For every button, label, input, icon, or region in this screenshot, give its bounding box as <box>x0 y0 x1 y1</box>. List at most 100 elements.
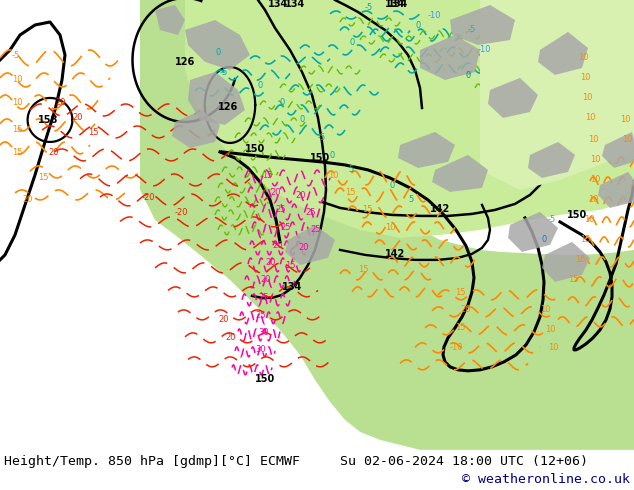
Text: 5: 5 <box>348 165 353 174</box>
Text: 150: 150 <box>310 153 330 163</box>
Text: 10: 10 <box>12 98 22 107</box>
Text: 15: 15 <box>358 265 368 274</box>
Text: 20: 20 <box>55 98 65 107</box>
Text: 150: 150 <box>567 210 587 220</box>
Text: 30: 30 <box>255 345 266 354</box>
Text: 15: 15 <box>12 148 22 157</box>
Text: 15: 15 <box>580 235 590 244</box>
Text: 15: 15 <box>262 171 273 180</box>
Text: 0: 0 <box>215 48 220 57</box>
Text: -5: -5 <box>220 68 228 77</box>
Text: 134: 134 <box>388 0 408 9</box>
Text: 20: 20 <box>72 113 82 122</box>
Polygon shape <box>450 5 515 45</box>
Text: 134: 134 <box>282 282 302 292</box>
Text: 20: 20 <box>48 148 58 157</box>
Text: 20: 20 <box>295 191 306 200</box>
Text: -5: -5 <box>468 25 476 34</box>
Text: 25: 25 <box>310 225 321 234</box>
Polygon shape <box>188 72 245 125</box>
Text: 20: 20 <box>460 305 470 314</box>
Polygon shape <box>528 142 575 178</box>
Polygon shape <box>185 20 250 70</box>
Text: 10: 10 <box>590 155 600 164</box>
Polygon shape <box>432 155 488 192</box>
Text: 15: 15 <box>285 261 295 270</box>
Text: 0: 0 <box>350 38 355 47</box>
Polygon shape <box>172 110 220 148</box>
Text: 15: 15 <box>455 323 465 332</box>
Text: 126: 126 <box>175 57 195 67</box>
Text: 0: 0 <box>300 115 305 124</box>
Text: 142: 142 <box>430 204 450 214</box>
Text: -5: -5 <box>365 3 373 12</box>
Text: -10: -10 <box>450 343 463 352</box>
Text: 25: 25 <box>305 208 316 217</box>
Text: 0: 0 <box>330 151 335 160</box>
Text: Su 02-06-2024 18:00 UTC (12+06): Su 02-06-2024 18:00 UTC (12+06) <box>340 455 588 468</box>
Text: 150: 150 <box>245 144 265 154</box>
Text: 134: 134 <box>285 0 305 9</box>
Text: -10: -10 <box>428 11 441 20</box>
Text: 134: 134 <box>268 0 288 9</box>
Text: -20: -20 <box>175 208 188 217</box>
Text: 134: 134 <box>385 0 405 9</box>
Text: 10: 10 <box>588 195 598 204</box>
Text: 10: 10 <box>12 75 22 84</box>
Text: Height/Temp. 850 hPa [gdmp][°C] ECMWF: Height/Temp. 850 hPa [gdmp][°C] ECMWF <box>4 455 300 468</box>
Text: 25: 25 <box>258 293 269 302</box>
Text: 25: 25 <box>255 311 266 320</box>
Text: 10: 10 <box>620 115 630 124</box>
Text: 10: 10 <box>622 135 633 144</box>
Text: 30: 30 <box>258 328 269 337</box>
Text: 10: 10 <box>588 135 598 144</box>
Text: 0: 0 <box>280 98 285 107</box>
Text: 10: 10 <box>328 171 339 180</box>
Polygon shape <box>488 78 538 118</box>
Polygon shape <box>508 212 558 252</box>
Text: 150: 150 <box>255 374 275 384</box>
Text: 25: 25 <box>275 205 285 214</box>
Text: 15: 15 <box>455 288 465 297</box>
Polygon shape <box>398 132 455 168</box>
Text: 15: 15 <box>568 275 578 284</box>
Polygon shape <box>598 172 634 208</box>
Text: 15: 15 <box>12 125 22 134</box>
Text: 126: 126 <box>218 102 238 112</box>
Text: 10: 10 <box>584 215 595 224</box>
Polygon shape <box>155 5 185 35</box>
Text: © weatheronline.co.uk: © weatheronline.co.uk <box>462 473 630 487</box>
Text: -20: -20 <box>142 193 155 202</box>
Text: 10: 10 <box>578 53 588 62</box>
Text: 10: 10 <box>580 73 590 82</box>
Text: 20: 20 <box>298 243 309 252</box>
Text: 15: 15 <box>345 188 356 197</box>
Text: 10: 10 <box>540 305 550 314</box>
Text: 25: 25 <box>280 223 290 232</box>
Polygon shape <box>602 132 634 168</box>
Text: 15: 15 <box>575 255 586 264</box>
Polygon shape <box>420 35 480 80</box>
Text: 0: 0 <box>542 235 547 244</box>
Text: 0: 0 <box>415 21 420 30</box>
Text: 10: 10 <box>590 175 600 184</box>
Text: -5: -5 <box>318 133 327 142</box>
Text: 10: 10 <box>545 325 555 334</box>
Text: -10: -10 <box>478 45 491 54</box>
Text: 0: 0 <box>390 181 395 190</box>
Text: 15: 15 <box>88 128 98 137</box>
Text: 20: 20 <box>270 188 280 197</box>
Text: 10: 10 <box>385 223 396 232</box>
Text: -5: -5 <box>12 51 20 60</box>
Text: 20: 20 <box>218 315 228 324</box>
Text: 158: 158 <box>38 115 58 125</box>
Text: 0: 0 <box>465 71 470 80</box>
Text: 20: 20 <box>260 275 271 284</box>
Text: 142: 142 <box>385 249 405 259</box>
Polygon shape <box>185 0 634 238</box>
Text: 20: 20 <box>265 258 276 267</box>
Text: 0: 0 <box>258 81 263 90</box>
Polygon shape <box>140 0 634 450</box>
Text: 15: 15 <box>362 205 373 214</box>
Text: 5: 5 <box>408 195 413 204</box>
